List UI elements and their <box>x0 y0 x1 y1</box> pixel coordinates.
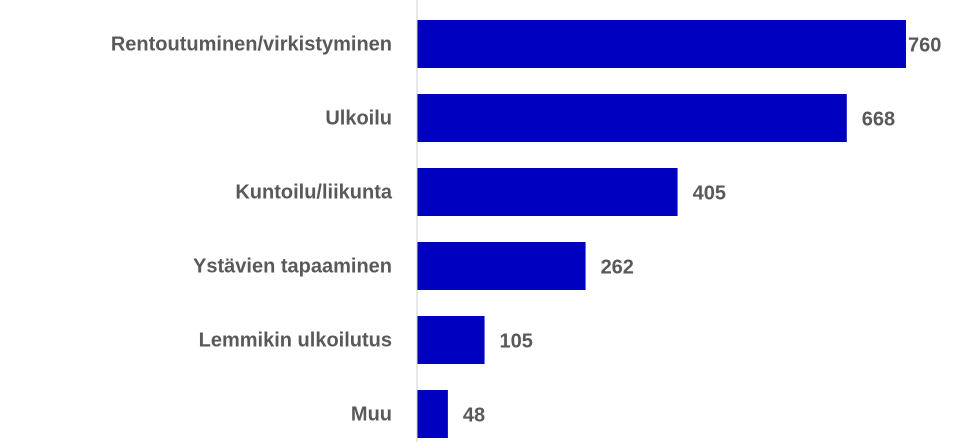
bar <box>417 168 678 216</box>
category-label: Ulkoilu <box>325 107 392 129</box>
category-label: Rentoutuminen/virkistyminen <box>111 33 392 55</box>
category-label: Muu <box>351 403 392 425</box>
value-label: 405 <box>693 182 726 204</box>
bar <box>417 94 847 142</box>
value-label: 760 <box>908 34 941 56</box>
bar <box>417 20 906 68</box>
category-label: Lemmikin ulkoilutus <box>199 329 392 351</box>
value-label: 262 <box>601 256 634 278</box>
value-label: 668 <box>862 108 895 130</box>
category-label: Ystävien tapaaminen <box>193 255 392 277</box>
bar <box>417 316 485 364</box>
category-label: Kuntoilu/liikunta <box>235 181 393 203</box>
bar <box>417 242 586 290</box>
value-label: 48 <box>463 404 485 426</box>
bar <box>417 390 448 438</box>
value-label: 105 <box>500 330 533 352</box>
